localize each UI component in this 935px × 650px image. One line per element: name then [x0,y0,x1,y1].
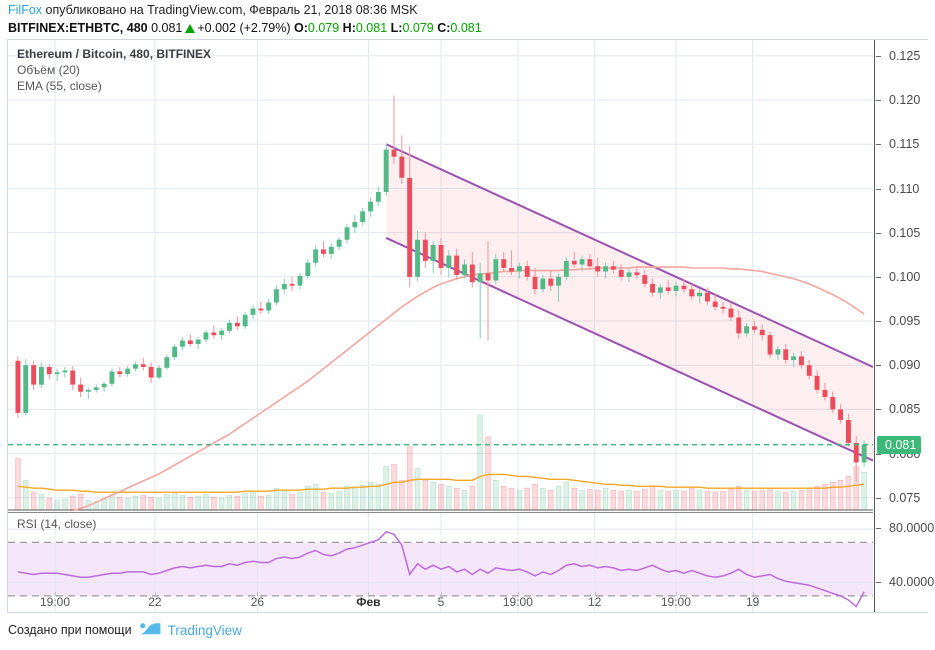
close-label: C: [437,21,451,35]
time-axis-tick [594,592,596,596]
price-axis-tick [876,188,881,190]
price-axis-label: 0.125 [889,48,921,63]
time-axis-label: 12 [588,595,602,609]
time-axis-label: 19:00 [39,595,71,609]
chart-panes[interactable]: Ethereum / Bitcoin, 480, BITFINEX Объём … [8,40,873,612]
price-axis-label: 0.110 [889,181,920,196]
time-axis-tick [441,592,442,596]
price-axis-tick [876,144,881,146]
rsi-axis-label: 40.0000 [889,574,935,589]
footer-made-with-label: Создано при помощи [8,623,132,637]
time-axis-tick [517,592,519,596]
high-value: 0.081 [355,21,388,35]
time-axis-tick [675,592,677,596]
change-abs: +0.002 [197,21,236,35]
price-axis-tick [876,409,881,411]
quote-line: BITFINEX:ETHBTC, 480 0.081 +0.002 (+2.79%… [8,21,482,35]
price-axis-label: 0.085 [889,402,921,417]
low-value: 0.079 [402,21,434,35]
price-plot[interactable] [8,40,873,511]
time-axis-label: 5 [437,595,445,609]
price-axis-tick [876,100,881,102]
legend-rsi[interactable]: RSI (14, close) [17,517,97,531]
rsi-axis-tick [876,581,881,583]
low-label: L: [390,21,403,35]
up-arrow-icon [185,24,196,33]
chart-footer: Создано при помощи TradingView [8,622,242,638]
price-axis[interactable]: 0.125 0.120 0.115 0.110 0.105 0.100 0.095 0.090… [874,40,934,612]
time-axis[interactable]: 19:00 22 26 Фев 5 19:00 12 19:00 19 [7,592,928,614]
price-axis-label: 0.120 [889,93,921,108]
price-axis-label: 0.090 [889,358,921,373]
open-value: 0.079 [307,21,340,35]
high-label: H: [342,21,356,35]
chart-frame[interactable]: Ethereum / Bitcoin, 480, BITFINEX Объём … [7,39,934,613]
rsi-plot[interactable] [8,513,873,612]
price-axis-label: 0.100 [889,269,921,284]
price-axis-tick [876,365,881,367]
price-axis-tick [876,497,881,499]
close-value: 0.081 [450,21,482,35]
time-axis-tick [368,592,370,596]
time-axis-tick [752,592,754,596]
rsi-pane[interactable]: RSI (14, close) [8,512,873,612]
price-axis-tick [876,453,881,455]
time-axis-tick [55,592,56,596]
price-axis-label: 0.095 [889,314,921,328]
symbol-label[interactable]: BITFINEX:ETHBTC, 480 [8,21,148,35]
time-axis-tick [257,592,259,596]
time-axis-label: 22 [148,595,162,609]
publication-line: FilFox опубликовано на TradingView.com, … [8,3,418,17]
current-price-tag[interactable]: 0.081 [877,435,922,454]
price-axis-tick [876,55,881,57]
publication-text: опубликовано на TradingView.com, Февраль… [45,3,418,17]
time-axis-label: 26 [250,595,265,609]
time-axis-label: 19 [746,595,760,609]
chart-header: FilFox опубликовано на TradingView.com, … [0,0,935,38]
footer-brand[interactable]: TradingView [167,622,242,638]
time-axis-label: 19:00 [660,595,691,609]
price-axis-tick [876,276,881,278]
time-axis-label: 19:00 [502,595,533,609]
last-price: 0.081 [151,21,183,35]
open-label: O: [294,21,308,35]
time-axis-label: Фев [356,595,381,609]
rsi-axis-tick [876,528,881,530]
time-axis-tick [154,592,156,596]
tradingview-logo-icon [139,623,160,635]
price-axis-label: 0.105 [889,225,921,240]
price-pane[interactable]: Ethereum / Bitcoin, 480, BITFINEX Объём … [8,40,873,511]
price-axis-label: 0.115 [889,137,920,152]
change-pct: (+2.79%) [239,21,291,35]
publisher-link[interactable]: FilFox [8,3,43,17]
price-axis-tick [876,321,881,322]
price-axis-label: 0.075 [889,490,921,505]
price-axis-tick [876,232,881,234]
rsi-axis-label: 80.0000 [889,521,935,536]
